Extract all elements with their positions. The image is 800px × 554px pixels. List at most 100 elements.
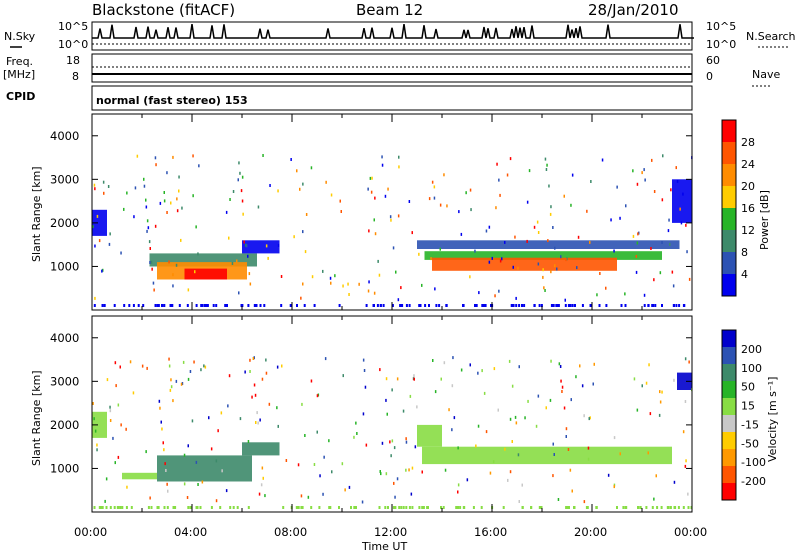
velocity-scatter-cell — [453, 416, 456, 420]
velocity-scatter-cell — [307, 495, 310, 499]
velocity-scatter-cell — [262, 476, 264, 480]
power-scatter-cell — [501, 257, 503, 261]
time-axis-labels: 00:00 04:00 08:00 12:00 16:00 20:00 00:00 — [74, 525, 707, 539]
power-scatter-cell — [381, 163, 384, 167]
power-colorbar-tick: 28 — [741, 136, 755, 149]
velocity-colorbar-swatch — [722, 347, 736, 364]
velocity-ground-cell — [98, 506, 101, 509]
velocity-scatter-cell — [393, 481, 395, 485]
power-scatter-cell — [439, 247, 441, 251]
velocity-scatter-cell — [457, 490, 459, 494]
power-scatter-cell — [178, 189, 180, 193]
power-ground-cell — [518, 304, 521, 307]
power-scatter-cell — [564, 298, 566, 302]
power-ground-cell — [215, 304, 218, 307]
nave-tick-top: 60 — [706, 54, 720, 67]
power-scatter-cell — [305, 213, 308, 216]
velocity-scatter-cell — [405, 437, 407, 441]
velocity-scatter-cell — [684, 400, 687, 403]
power-scatter-cell — [537, 231, 540, 234]
power-ground-cell — [589, 304, 592, 307]
velocity-scatter-cell — [132, 391, 135, 395]
velocity-scatter-cell — [203, 364, 205, 368]
power-scatter-cell — [635, 270, 638, 274]
power-ground-cell — [571, 304, 574, 307]
velocity-scatter-cell — [511, 384, 514, 388]
power-scatter-cell — [304, 250, 307, 254]
power-scatter-cell — [102, 268, 104, 272]
velocity-scatter-cell — [432, 359, 434, 362]
velocity-scatter-cell — [168, 364, 171, 368]
velocity-ground-cell — [172, 506, 175, 509]
velocity-scatter-cell — [265, 371, 268, 375]
velocity-ground-cell — [568, 506, 570, 509]
velocity-ground-cell — [199, 506, 202, 509]
velocity-scatter-cell — [105, 477, 108, 481]
power-scatter-cell — [154, 156, 157, 160]
power-scatter-cell — [644, 178, 646, 182]
velocity-ground-cell — [219, 506, 222, 509]
power-y-axis-label: Slant Range [km] — [30, 166, 43, 262]
power-scatter-cell — [322, 269, 324, 273]
power-scatter-cell — [94, 244, 96, 248]
power-scatter-cell — [636, 241, 639, 245]
velocity-scatter-cell — [444, 468, 447, 472]
velocity-scatter-cell — [244, 370, 246, 374]
power-scatter-cell — [624, 292, 626, 296]
velocity-scatter-cell — [485, 430, 488, 434]
power-scatter-cell — [565, 258, 567, 262]
power-scatter-cell — [680, 221, 683, 225]
power-echo-region — [417, 240, 680, 249]
velocity-ground-cell — [100, 506, 103, 509]
power-ground-cell — [538, 304, 541, 307]
power-colorbar-swatch — [722, 208, 736, 230]
power-scatter-cell — [151, 267, 153, 271]
power-scatter-cell — [638, 231, 640, 235]
velocity-ground-cell — [350, 506, 352, 509]
power-ground-cell — [567, 304, 570, 307]
power-scatter-cell — [228, 236, 230, 240]
power-scatter-cell — [688, 277, 691, 281]
velocity-colorbar-tick: -100 — [741, 456, 766, 469]
power-scatter-cell — [679, 207, 681, 211]
velocity-scatter-cell — [393, 446, 396, 450]
power-ground-cell — [93, 304, 96, 307]
velocity-scatter-cell — [413, 377, 415, 381]
power-ground-cell — [263, 304, 266, 307]
velocity-scatter-cell — [509, 417, 512, 421]
power-scatter-cell — [465, 191, 467, 195]
velocity-scatter-cell — [508, 359, 511, 363]
time-tick-label: 08:00 — [274, 525, 307, 539]
power-scatter-cell — [469, 275, 471, 279]
power-scatter-cell — [187, 288, 190, 292]
velocity-ground-cell — [196, 506, 199, 509]
power-scatter-cell — [635, 254, 638, 258]
power-scatter-cell — [146, 229, 148, 233]
power-ground-cell — [643, 304, 646, 307]
power-scatter-cell — [446, 204, 448, 208]
power-scatter-cell — [669, 242, 671, 246]
velocity-ground-cell — [189, 506, 192, 509]
power-scatter-cell — [280, 275, 283, 278]
power-ground-cell — [289, 304, 292, 307]
power-ground-cell — [574, 304, 576, 307]
power-ground-cell — [484, 304, 487, 307]
velocity-colorbar-swatch — [722, 364, 736, 381]
velocity-scatter-cell — [193, 360, 195, 364]
velocity-echo-region — [242, 442, 280, 456]
velocity-scatter-cell — [688, 360, 690, 364]
power-scatter-cell — [172, 155, 174, 159]
power-scatter-cell — [545, 168, 548, 171]
power-scatter-cell — [643, 293, 646, 297]
velocity-scatter-cell — [571, 489, 573, 493]
velocity-ground-cell — [125, 506, 128, 509]
power-ground-cell — [365, 304, 368, 307]
velocity-scatter-cell — [112, 436, 114, 440]
power-scatter-cell — [377, 259, 379, 263]
power-scatter-cell — [180, 238, 182, 242]
power-scatter-cell — [152, 281, 155, 285]
velocity-scatter-cell — [187, 444, 189, 448]
power-scatter-cell — [168, 260, 170, 264]
velocity-colorbar: 200 100 50 15 -15 -50 -100 -200 — [721, 329, 766, 501]
velocity-scatter-cell — [300, 494, 303, 498]
